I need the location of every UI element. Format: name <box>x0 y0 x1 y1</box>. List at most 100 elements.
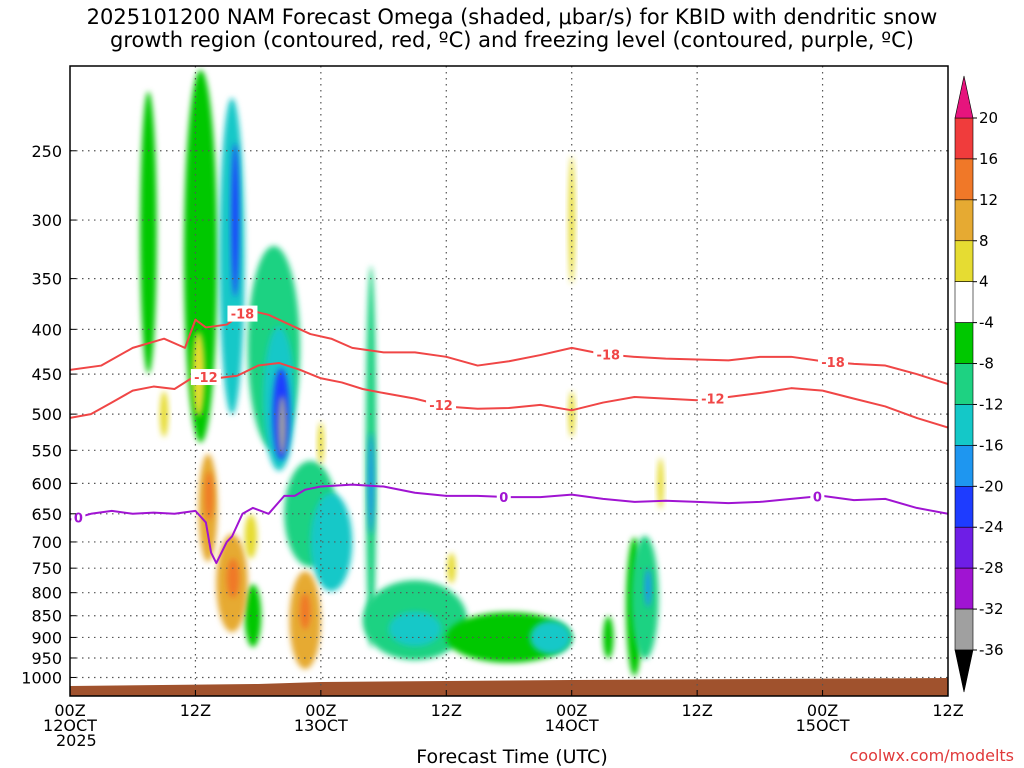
colorbar-label: -24 <box>979 518 1004 536</box>
x-tick-label: 12Z <box>431 701 462 720</box>
contour-label-dgz_-12: -12 <box>701 393 725 408</box>
contour-label-bg <box>810 488 825 505</box>
y-tick-label: 650 <box>31 505 62 524</box>
contour-label-dgz_-18: -18 <box>821 356 845 371</box>
colorbar-label: -28 <box>979 559 1004 577</box>
x-tick-label: 00Z <box>54 701 85 720</box>
chart-title-line1: 2025101200 NAM Forecast Omega (shaded, μ… <box>86 5 938 29</box>
omega-region-24 <box>204 471 214 521</box>
contour-freezing_0 <box>70 483 948 565</box>
omega-region-34 <box>657 458 664 509</box>
colorbar-bin <box>954 240 974 282</box>
y-tick-label: 800 <box>31 584 62 603</box>
x-tick-label: 13OCT <box>294 716 348 735</box>
contour-label-dgz_-18: -18 <box>597 349 621 364</box>
omega-region-7 <box>278 395 287 455</box>
colorbar-bin <box>954 281 974 323</box>
y-tick-label: 500 <box>31 405 62 424</box>
contour-label-bg <box>227 305 258 322</box>
chart-title: 2025101200 NAM Forecast Omega (shaded, μ… <box>0 6 1024 52</box>
omega-shading <box>140 69 664 677</box>
x-tick-label: 2025 <box>56 731 97 750</box>
contour-label-dgz_-18: -18 <box>231 308 255 323</box>
contour-dgz_-18 <box>70 308 948 386</box>
contour-label-bg <box>71 509 86 526</box>
contour-label-bg <box>496 488 511 505</box>
y-tick-label: 750 <box>31 559 62 578</box>
y-tick-label: 400 <box>31 320 62 339</box>
colorbar-label: 12 <box>979 191 998 209</box>
y-tick-label: 300 <box>31 211 62 230</box>
y-tick-label: 350 <box>31 270 62 289</box>
y-tick-label: 550 <box>31 441 62 460</box>
omega-region-22 <box>159 391 169 437</box>
x-tick-label: 15OCT <box>796 716 850 735</box>
colorbar-bin <box>954 199 974 242</box>
colorbar-bin <box>954 158 974 201</box>
omega-region-0 <box>140 91 157 374</box>
terrain-surface <box>70 678 948 696</box>
chart-title-line2: growth region (contoured, red, ºC) and f… <box>110 28 914 52</box>
x-tick-label: 00Z <box>556 701 587 720</box>
colorbar-bin <box>954 117 974 160</box>
y-tick-label: 1000 <box>21 668 62 687</box>
colorbar: 20 16 12 8 4 -4 -8 -12 -16 -20 -24 -28 -32 -36 <box>954 75 1004 693</box>
colorbar-bin <box>954 608 974 651</box>
x-axis-label: Forecast Time (UTC) <box>416 746 608 768</box>
omega-region-28 <box>299 593 311 630</box>
contour-label-freezing_0: 0 <box>499 491 508 506</box>
colorbar-label: -8 <box>979 355 994 373</box>
contour-label-dgz_-12: -12 <box>194 371 218 386</box>
omega-region-13 <box>388 611 442 647</box>
y-tick-label: 250 <box>31 142 62 161</box>
omega-region-1 <box>183 69 218 443</box>
colorbar-label: -16 <box>979 436 1004 454</box>
omega-region-20 <box>603 616 614 659</box>
y-tick-label: 700 <box>31 533 62 552</box>
colorbar-bin <box>954 363 974 405</box>
omega-region-32 <box>568 156 575 284</box>
y-tick-label: 900 <box>31 628 62 647</box>
y-axis: 250 300 350 400 450 500 550 600 650 700 750 800 850 9… <box>21 142 76 687</box>
contour-label-freezing_0: 0 <box>813 490 822 505</box>
contour-label-bg <box>593 346 624 363</box>
x-tick-label: 12Z <box>932 701 963 720</box>
omega-region-31 <box>447 552 456 584</box>
colorbar-bin <box>954 526 974 569</box>
credit-link[interactable]: coolwx.com/modelts <box>849 746 1014 765</box>
omega-region-30 <box>317 422 324 465</box>
y-tick-label: 600 <box>31 474 62 493</box>
colorbar-label: 8 <box>979 232 989 250</box>
contour-label-bg <box>697 390 728 407</box>
y-tick-label: 850 <box>31 607 62 626</box>
omega-region-3 <box>231 143 239 298</box>
y-tick-label: 450 <box>31 365 62 384</box>
colorbar-label: 20 <box>979 109 998 127</box>
x-tick-label: 12OCT <box>43 716 97 735</box>
terrain <box>70 678 948 696</box>
omega-region-17 <box>631 535 659 659</box>
colorbar-label: -4 <box>979 314 994 332</box>
omega-region-26 <box>226 558 240 598</box>
plot-frame <box>69 65 949 697</box>
x-tick-label: 00Z <box>807 701 838 720</box>
grid <box>70 66 948 696</box>
contour-label-dgz_-12: -12 <box>429 399 453 414</box>
contour-label-bg <box>818 354 849 371</box>
colorbar-bin <box>954 486 974 528</box>
colorbar-bin <box>954 322 974 364</box>
colorbar-label: 4 <box>979 273 989 291</box>
colorbar-min-arrow <box>954 649 974 693</box>
colorbar-label: 16 <box>979 150 998 168</box>
colorbar-label: -32 <box>979 600 1004 618</box>
colorbar-bin <box>954 404 974 446</box>
x-tick-label: 14OCT <box>545 716 599 735</box>
contours: -18 -18 -18 -12 -12 -12 0 0 0 <box>70 305 948 565</box>
colorbar-label: -20 <box>979 477 1004 495</box>
contour-label-bg <box>190 369 221 386</box>
colorbar-max-arrow <box>954 75 974 119</box>
y-tick-label: 950 <box>31 649 62 668</box>
colorbar-label: -12 <box>979 395 1004 413</box>
